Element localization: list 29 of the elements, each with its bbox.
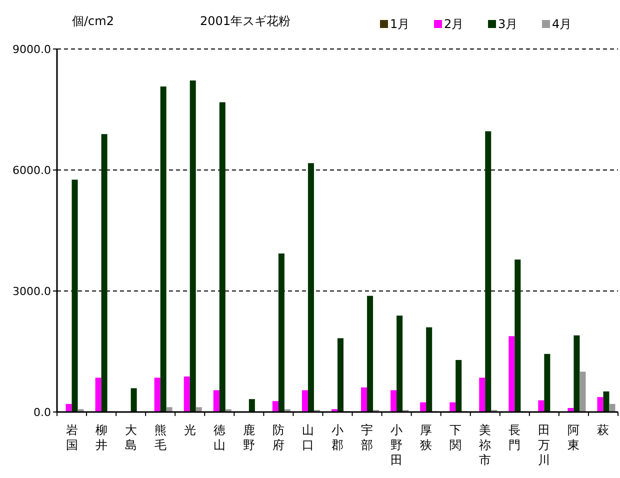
- y-axis-title: 個/cm2: [72, 14, 114, 28]
- x-tick-label: 長門: [508, 423, 521, 452]
- x-tick-label: 徳山: [213, 423, 226, 452]
- x-tick-label: 宇部: [361, 423, 374, 452]
- x-tick-label: 厚狭: [420, 423, 432, 452]
- y-tick-label: 0.0: [34, 406, 51, 419]
- x-tick-label: 柳井: [95, 423, 108, 452]
- chart-title: 2001年スギ花粉: [200, 14, 291, 28]
- x-tick-label: 田万川: [538, 423, 550, 467]
- x-tick-label: 鹿野: [242, 423, 255, 452]
- y-tick-label: 6000.0: [12, 164, 51, 177]
- legend-label: 3月: [498, 17, 518, 31]
- x-tick-label: 萩: [597, 423, 610, 437]
- legend-label: 4月: [552, 17, 572, 31]
- y-tick-label: 9000.0: [12, 43, 51, 56]
- x-tick-label: 小野田: [390, 423, 403, 467]
- x-tick-label: 山口: [302, 423, 314, 452]
- x-tick-label: 美祢市: [479, 423, 492, 467]
- x-tick-label: 小郡: [332, 423, 344, 452]
- x-tick-label: 下関: [450, 423, 462, 452]
- x-tick-label: 阿東: [568, 423, 580, 452]
- legend-label: 2月: [444, 17, 464, 31]
- x-tick-label: 熊毛: [154, 423, 166, 452]
- x-tick-label: 大島: [124, 423, 137, 452]
- x-tick-label: 光: [184, 423, 196, 437]
- x-tick-label: 岩国: [66, 423, 78, 452]
- legend-label: 1月: [390, 17, 410, 31]
- x-tick-label: 防府: [272, 423, 284, 452]
- y-tick-label: 3000.0: [12, 285, 51, 298]
